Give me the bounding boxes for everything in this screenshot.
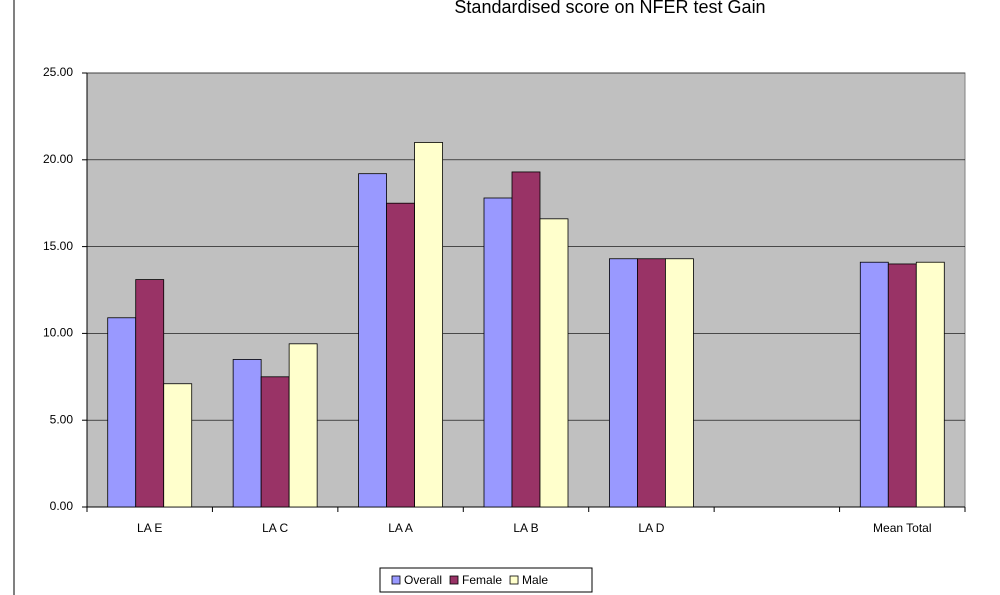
bar [665, 258, 694, 508]
x-tick-label: LA A [388, 521, 413, 535]
legend-swatch [391, 575, 401, 585]
bar [288, 343, 318, 508]
x-tick-label: LA C [262, 521, 288, 535]
legend-label: Overall [404, 573, 442, 587]
bar [386, 202, 415, 508]
bar [163, 383, 193, 508]
y-tick-label: 15.00 [43, 239, 73, 253]
y-tick-label: 10.00 [43, 326, 73, 340]
legend-box [379, 567, 593, 593]
y-tick-label: 25.00 [43, 65, 73, 79]
bar [358, 173, 387, 508]
bar [539, 218, 569, 508]
y-tick-label: 0.00 [50, 499, 74, 513]
bar [859, 261, 889, 508]
x-tick-label: LA E [137, 521, 162, 535]
bar [887, 263, 917, 508]
bar [915, 261, 945, 508]
bar [483, 197, 513, 508]
x-tick-label: Mean Total [873, 521, 931, 535]
y-tick-label: 20.00 [43, 152, 73, 166]
bar [414, 142, 443, 508]
y-tick-label: 5.00 [50, 412, 74, 426]
legend-swatch [509, 575, 519, 585]
bar [609, 258, 638, 508]
bar [260, 376, 290, 508]
x-tick-label: LA D [638, 521, 664, 535]
legend-swatch [449, 575, 459, 585]
legend-label: Female [462, 573, 502, 587]
bar [107, 317, 137, 508]
legend-label: Male [522, 573, 548, 587]
chart-title: Standardised score on NFER test Gain [454, 0, 765, 17]
bar [637, 258, 666, 508]
x-tick-label: LA B [513, 521, 538, 535]
bar [511, 171, 541, 508]
bar [135, 279, 165, 508]
bar [232, 359, 262, 508]
